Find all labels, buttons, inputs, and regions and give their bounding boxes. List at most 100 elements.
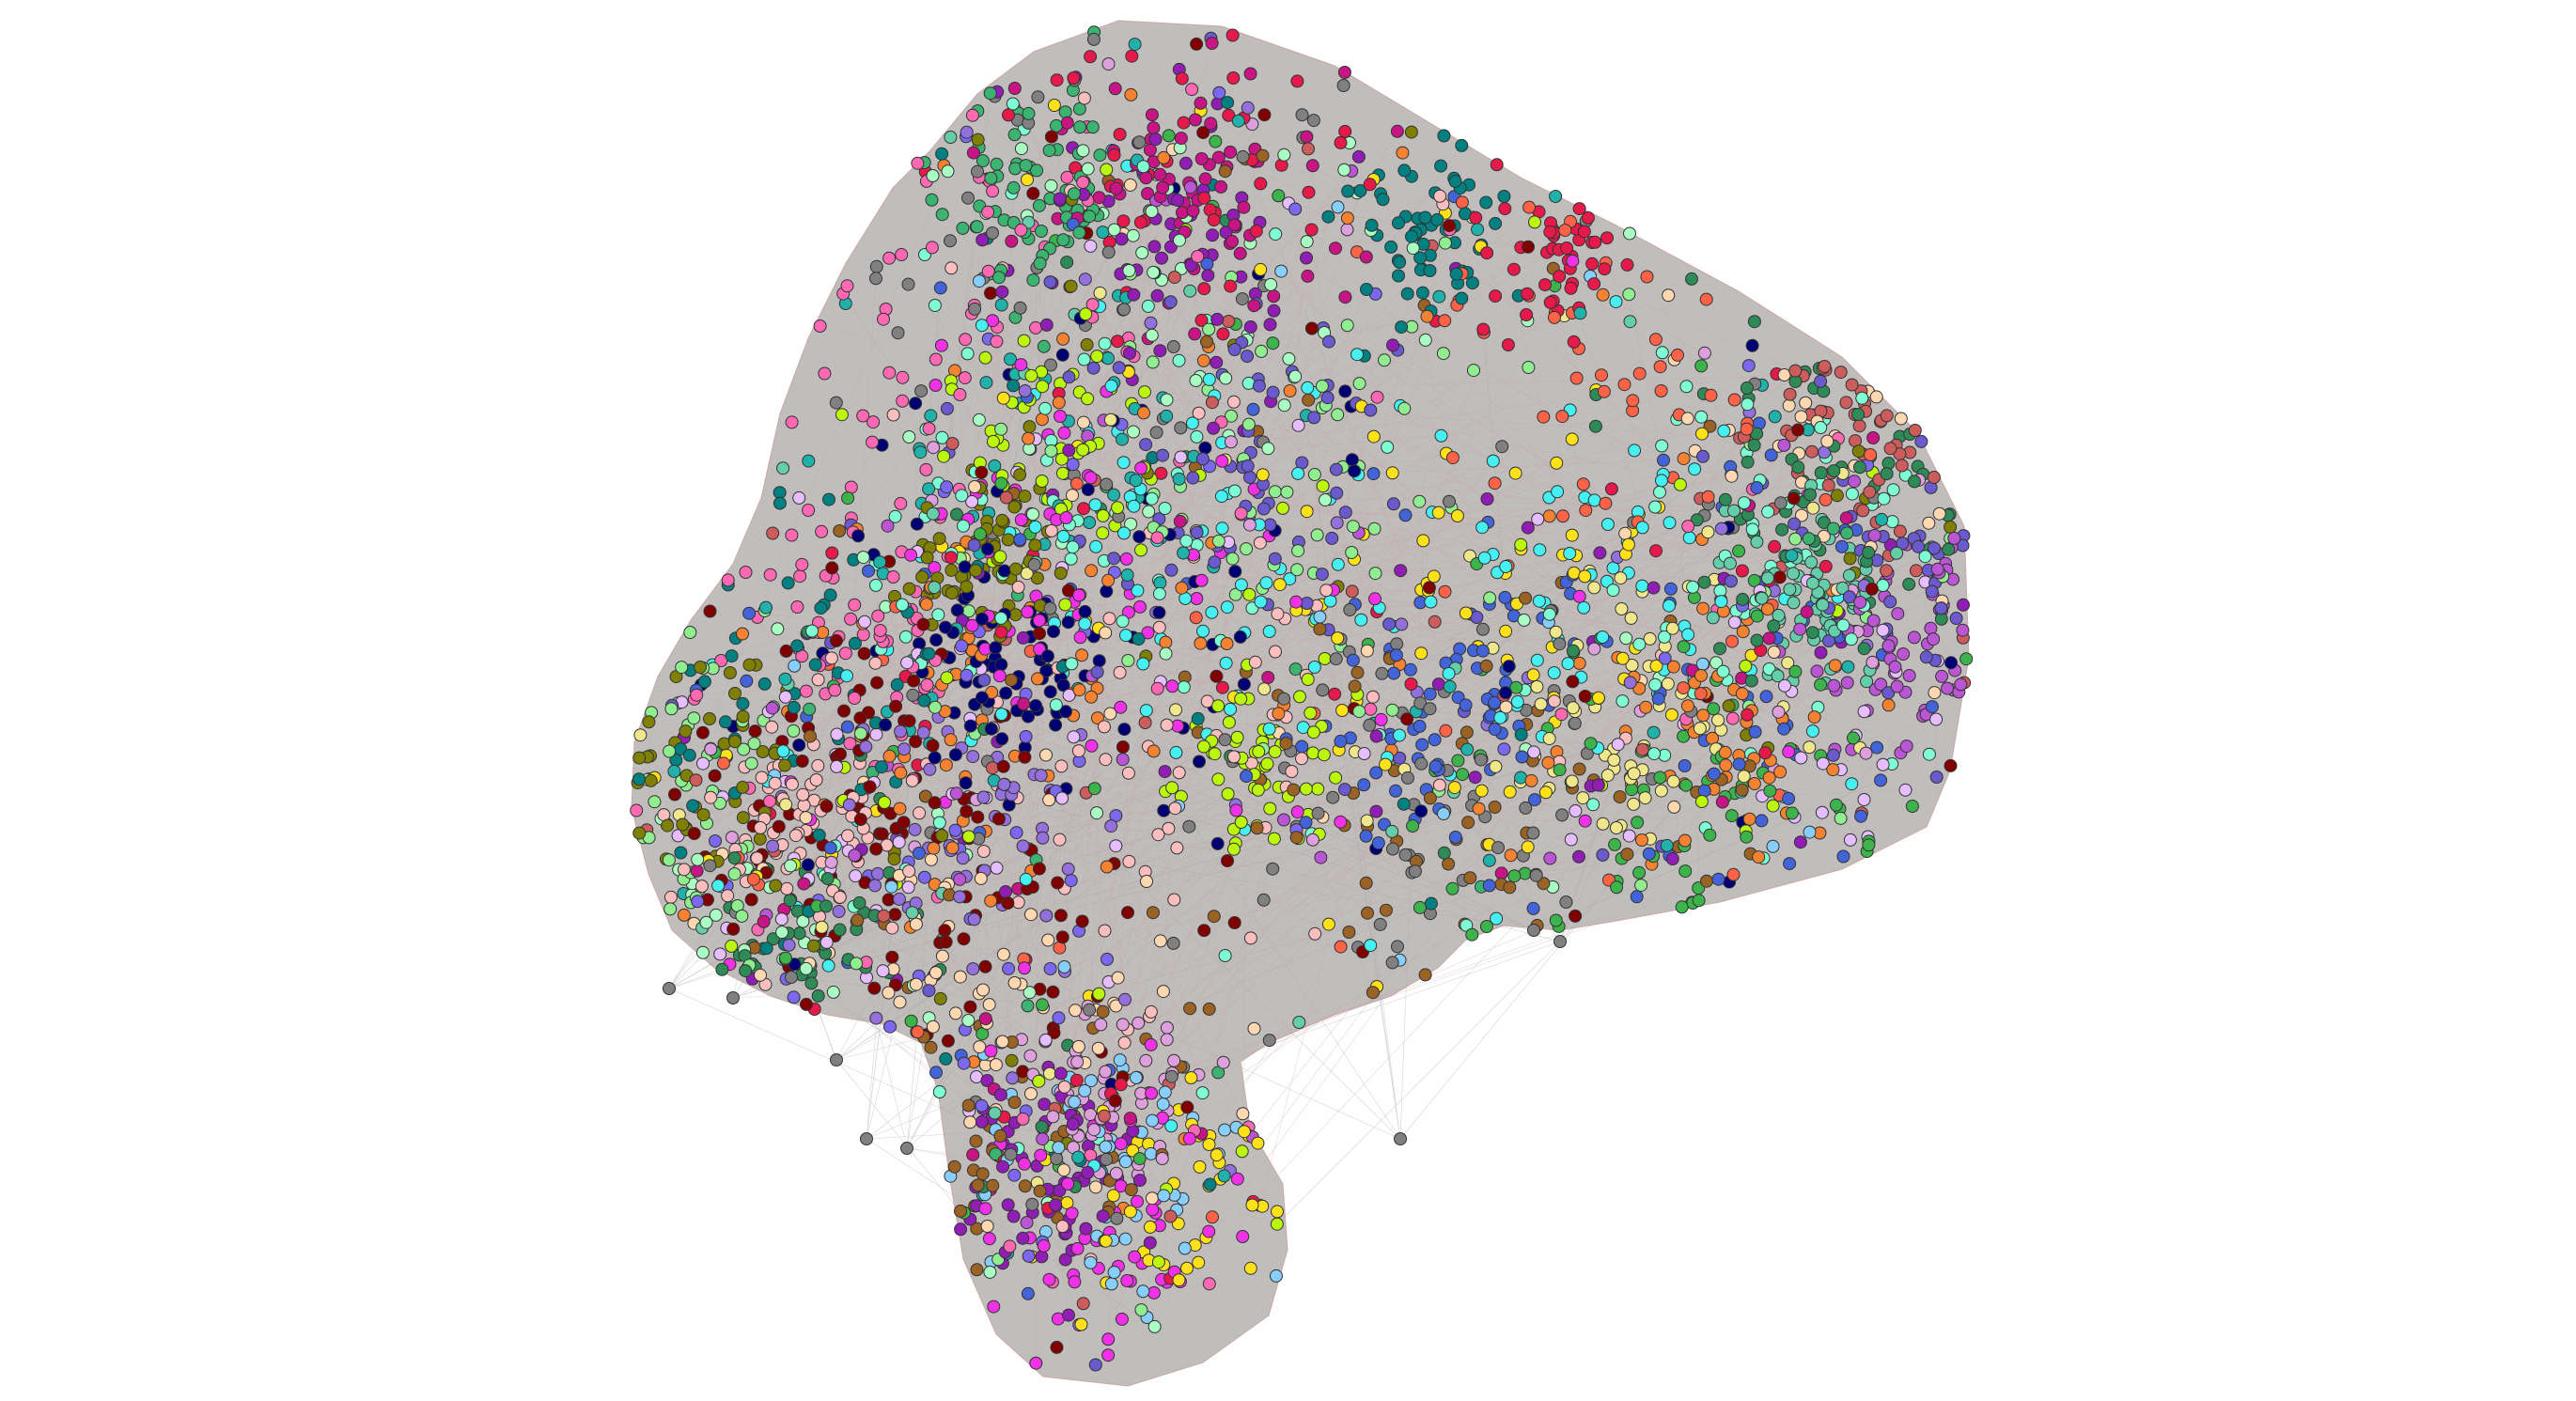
graph-node	[1572, 202, 1586, 216]
graph-node	[1366, 690, 1380, 704]
graph-node	[1264, 277, 1278, 291]
graph-node	[1880, 564, 1894, 578]
graph-node	[1313, 622, 1327, 636]
graph-node	[908, 822, 922, 836]
graph-node	[1100, 860, 1114, 874]
graph-node	[1167, 1053, 1181, 1067]
graph-node	[1291, 418, 1305, 432]
graph-node	[941, 164, 955, 179]
graph-node	[1451, 754, 1465, 768]
graph-node	[894, 496, 908, 510]
graph-node	[1236, 1230, 1250, 1243]
graph-node	[829, 633, 843, 647]
graph-node	[1245, 1198, 1259, 1212]
graph-node	[1236, 149, 1250, 163]
graph-node	[1357, 778, 1371, 792]
graph-node	[1654, 384, 1668, 397]
graph-node	[980, 1220, 994, 1233]
graph-node	[787, 724, 801, 738]
graph-node	[1141, 299, 1155, 313]
graph-node	[1680, 412, 1694, 426]
graph-node	[984, 1044, 998, 1058]
graph-node	[1685, 272, 1698, 286]
graph-node	[1787, 596, 1801, 610]
graph-node	[916, 617, 930, 631]
graph-node	[1301, 673, 1315, 686]
graph-node	[1819, 492, 1833, 506]
graph-node	[1285, 765, 1299, 778]
graph-node	[1147, 265, 1161, 279]
graph-node	[1101, 57, 1116, 71]
graph-node	[1039, 318, 1054, 332]
graph-node	[1391, 940, 1404, 954]
graph-node	[739, 964, 753, 978]
graph-node	[1925, 584, 1939, 599]
graph-node	[1413, 494, 1427, 508]
graph-node	[1023, 1049, 1038, 1063]
graph-node	[1863, 485, 1877, 499]
graph-node	[928, 751, 942, 765]
graph-node	[1302, 393, 1316, 407]
graph-node	[1050, 73, 1064, 87]
graph-node	[812, 828, 826, 842]
graph-node	[1215, 521, 1229, 536]
graph-node	[1471, 223, 1485, 237]
graph-node	[695, 880, 709, 894]
graph-node	[1085, 120, 1100, 134]
graph-node	[1455, 291, 1469, 305]
graph-node	[1628, 444, 1642, 458]
graph-node	[1152, 586, 1166, 600]
graph-node	[1241, 350, 1254, 364]
graph-node	[825, 561, 839, 575]
graph-node	[1564, 281, 1578, 295]
graph-node	[1703, 419, 1717, 433]
graph-node	[1488, 476, 1502, 490]
graph-node	[1231, 114, 1245, 128]
graph-node	[1210, 669, 1224, 683]
graph-node	[948, 823, 962, 837]
graph-node	[1566, 675, 1580, 689]
graph-node	[1530, 653, 1544, 667]
graph-node	[1648, 500, 1663, 514]
graph-node	[1455, 138, 1469, 152]
graph-node	[1133, 215, 1147, 229]
graph-node	[1066, 489, 1079, 503]
graph-node	[1160, 393, 1174, 407]
graph-node	[1018, 750, 1032, 764]
graph-node	[1121, 766, 1135, 780]
graph-node	[925, 241, 939, 255]
graph-node	[1052, 396, 1066, 410]
graph-node	[1334, 815, 1348, 829]
graph-node	[1883, 442, 1897, 456]
graph-node	[922, 422, 936, 436]
graph-node	[1269, 227, 1283, 241]
graph-node	[815, 920, 829, 934]
graph-node	[1569, 909, 1583, 923]
graph-node	[1851, 444, 1866, 459]
graph-node	[1526, 901, 1540, 915]
graph-node	[1944, 520, 1958, 534]
graph-node	[1763, 784, 1777, 798]
graph-node	[1563, 547, 1577, 560]
graph-node	[928, 299, 942, 312]
graph-node	[1747, 315, 1761, 329]
graph-node	[888, 908, 902, 922]
graph-node	[976, 154, 990, 168]
graph-node	[677, 863, 691, 877]
graph-node	[648, 795, 662, 809]
graph-node	[1772, 570, 1787, 584]
graph-node	[1616, 694, 1630, 708]
graph-node	[1524, 773, 1538, 787]
graph-node	[1783, 857, 1797, 871]
graph-node	[1227, 343, 1241, 356]
graph-node	[1740, 381, 1754, 395]
graph-node	[856, 551, 870, 565]
graph-node	[1107, 148, 1121, 162]
graph-node	[1074, 1317, 1088, 1331]
graph-node	[1543, 851, 1557, 865]
graph-node	[994, 611, 1008, 625]
graph-node	[1315, 568, 1329, 582]
graph-node	[1233, 246, 1247, 260]
graph-node	[1094, 1018, 1108, 1032]
graph-node	[910, 517, 924, 531]
